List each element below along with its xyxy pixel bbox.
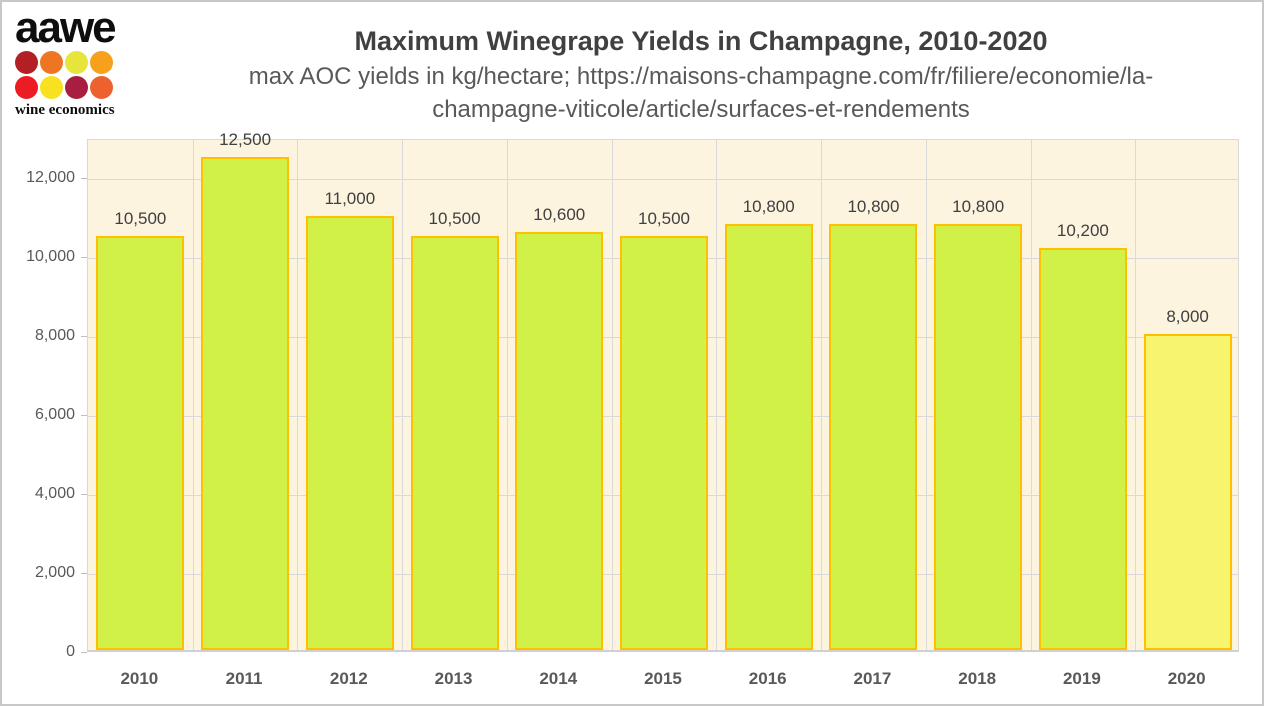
- logo-dot: [90, 51, 113, 74]
- x-axis-category-label: 2019: [1062, 669, 1101, 688]
- chart-subtitle-line-1: max AOC yields in kg/hectare; https://ma…: [248, 63, 1154, 90]
- bar-2017: [829, 223, 918, 650]
- v-gridline: [506, 140, 508, 650]
- logo-dot: [40, 51, 63, 74]
- h-gridline: [88, 179, 1238, 181]
- bar-2010: [96, 235, 185, 650]
- bar-2019: [1038, 247, 1127, 650]
- y-axis-tick-label: 4,000: [34, 485, 75, 503]
- x-axis: 2010 2011 2012 2013 2014 2015 2016 2017 2018 2019…: [87, 666, 1239, 696]
- x-axis-category-label: 2013: [434, 669, 473, 688]
- bar-2018: [934, 223, 1023, 650]
- chart-header: Maximum Winegrape Yields in Champagne, 2…: [142, 24, 1260, 126]
- logo-dot: [65, 51, 88, 74]
- v-gridline: [1030, 140, 1032, 650]
- y-axis: 0 2,000 4,000 6,000 8,000 10,000 12,000: [2, 139, 75, 660]
- x-axis-category-label: 2016: [748, 669, 787, 688]
- bar-2013: [410, 235, 499, 650]
- y-axis-tick-label: 8,000: [34, 327, 75, 345]
- bar-data-label: 10,600: [533, 204, 586, 224]
- v-gridline: [192, 140, 194, 650]
- x-axis-category-label: 2010: [120, 669, 159, 688]
- bar-2020: [1143, 334, 1232, 650]
- x-axis-category-label: 2017: [853, 669, 892, 688]
- x-axis-category-label: 2015: [644, 669, 682, 688]
- bar-2016: [724, 223, 813, 650]
- bar-2011: [201, 156, 290, 650]
- y-axis-tick-mark: [81, 415, 87, 417]
- y-axis-tick-label: 10,000: [26, 248, 75, 266]
- chart-title: Maximum Winegrape Yields in Champagne, 2…: [354, 26, 1048, 56]
- x-axis-category-label: 2020: [1167, 669, 1206, 688]
- logo-dot: [15, 76, 38, 99]
- y-axis-tick-mark: [81, 652, 87, 653]
- x-axis-category-label: 2012: [329, 669, 368, 688]
- bar-data-label: 10,800: [952, 196, 1005, 216]
- logo-dots-grid: [15, 51, 113, 99]
- logo-dot: [15, 51, 38, 74]
- y-axis-tick-mark: [81, 336, 87, 338]
- x-axis-category-label: 2014: [539, 669, 578, 688]
- y-axis-tick-mark: [81, 257, 87, 259]
- bar-data-label: 12,500: [219, 129, 272, 149]
- bar-data-label: 10,500: [114, 208, 167, 228]
- plot-area: 10,500 12,500 11,000 10,500 10,600 10,500 10,8…: [87, 130, 1239, 652]
- logo-dot: [40, 76, 63, 99]
- x-axis-category-label: 2018: [958, 669, 997, 688]
- logo-dot: [90, 76, 113, 99]
- v-gridline: [402, 140, 404, 650]
- v-gridline: [611, 140, 613, 650]
- v-gridline: [821, 140, 823, 650]
- bar-data-label: 8,000: [1166, 307, 1209, 327]
- bar-data-label: 10,800: [847, 196, 900, 216]
- bar-2014: [515, 231, 604, 650]
- y-axis-tick-label: 0: [66, 643, 75, 660]
- v-gridline: [297, 140, 299, 650]
- y-axis-tick-mark: [81, 178, 87, 180]
- v-gridline: [1135, 140, 1137, 650]
- aawe-logo: aawe wine economics: [15, 3, 125, 119]
- logo-tagline: wine economics: [15, 102, 115, 118]
- y-axis-tick-mark: [81, 494, 87, 496]
- bar-data-label: 10,500: [428, 208, 481, 228]
- chart-subtitle: max AOC yields in kg/hectare; https://ma…: [142, 60, 1260, 126]
- v-gridline: [716, 140, 718, 650]
- chart-subtitle-line-2: champagne-viticole/article/surfaces-et-r…: [432, 96, 970, 123]
- logo-wordmark: aawe: [15, 3, 117, 52]
- bar-data-label: 10,200: [1056, 220, 1109, 240]
- x-axis-category-label: 2011: [225, 669, 263, 688]
- bar-data-label: 10,800: [742, 196, 795, 216]
- logo-dot: [65, 76, 88, 99]
- y-axis-tick-mark: [81, 573, 87, 575]
- v-gridline: [925, 140, 927, 650]
- y-axis-tick-label: 2,000: [34, 564, 75, 582]
- y-axis-tick-label: 6,000: [34, 406, 75, 424]
- bar-2012: [305, 215, 394, 650]
- y-axis-tick-label: 12,000: [26, 169, 75, 187]
- bar-data-label: 10,500: [637, 208, 690, 228]
- bar-data-label: 11,000: [324, 188, 376, 208]
- bar-2015: [620, 235, 708, 650]
